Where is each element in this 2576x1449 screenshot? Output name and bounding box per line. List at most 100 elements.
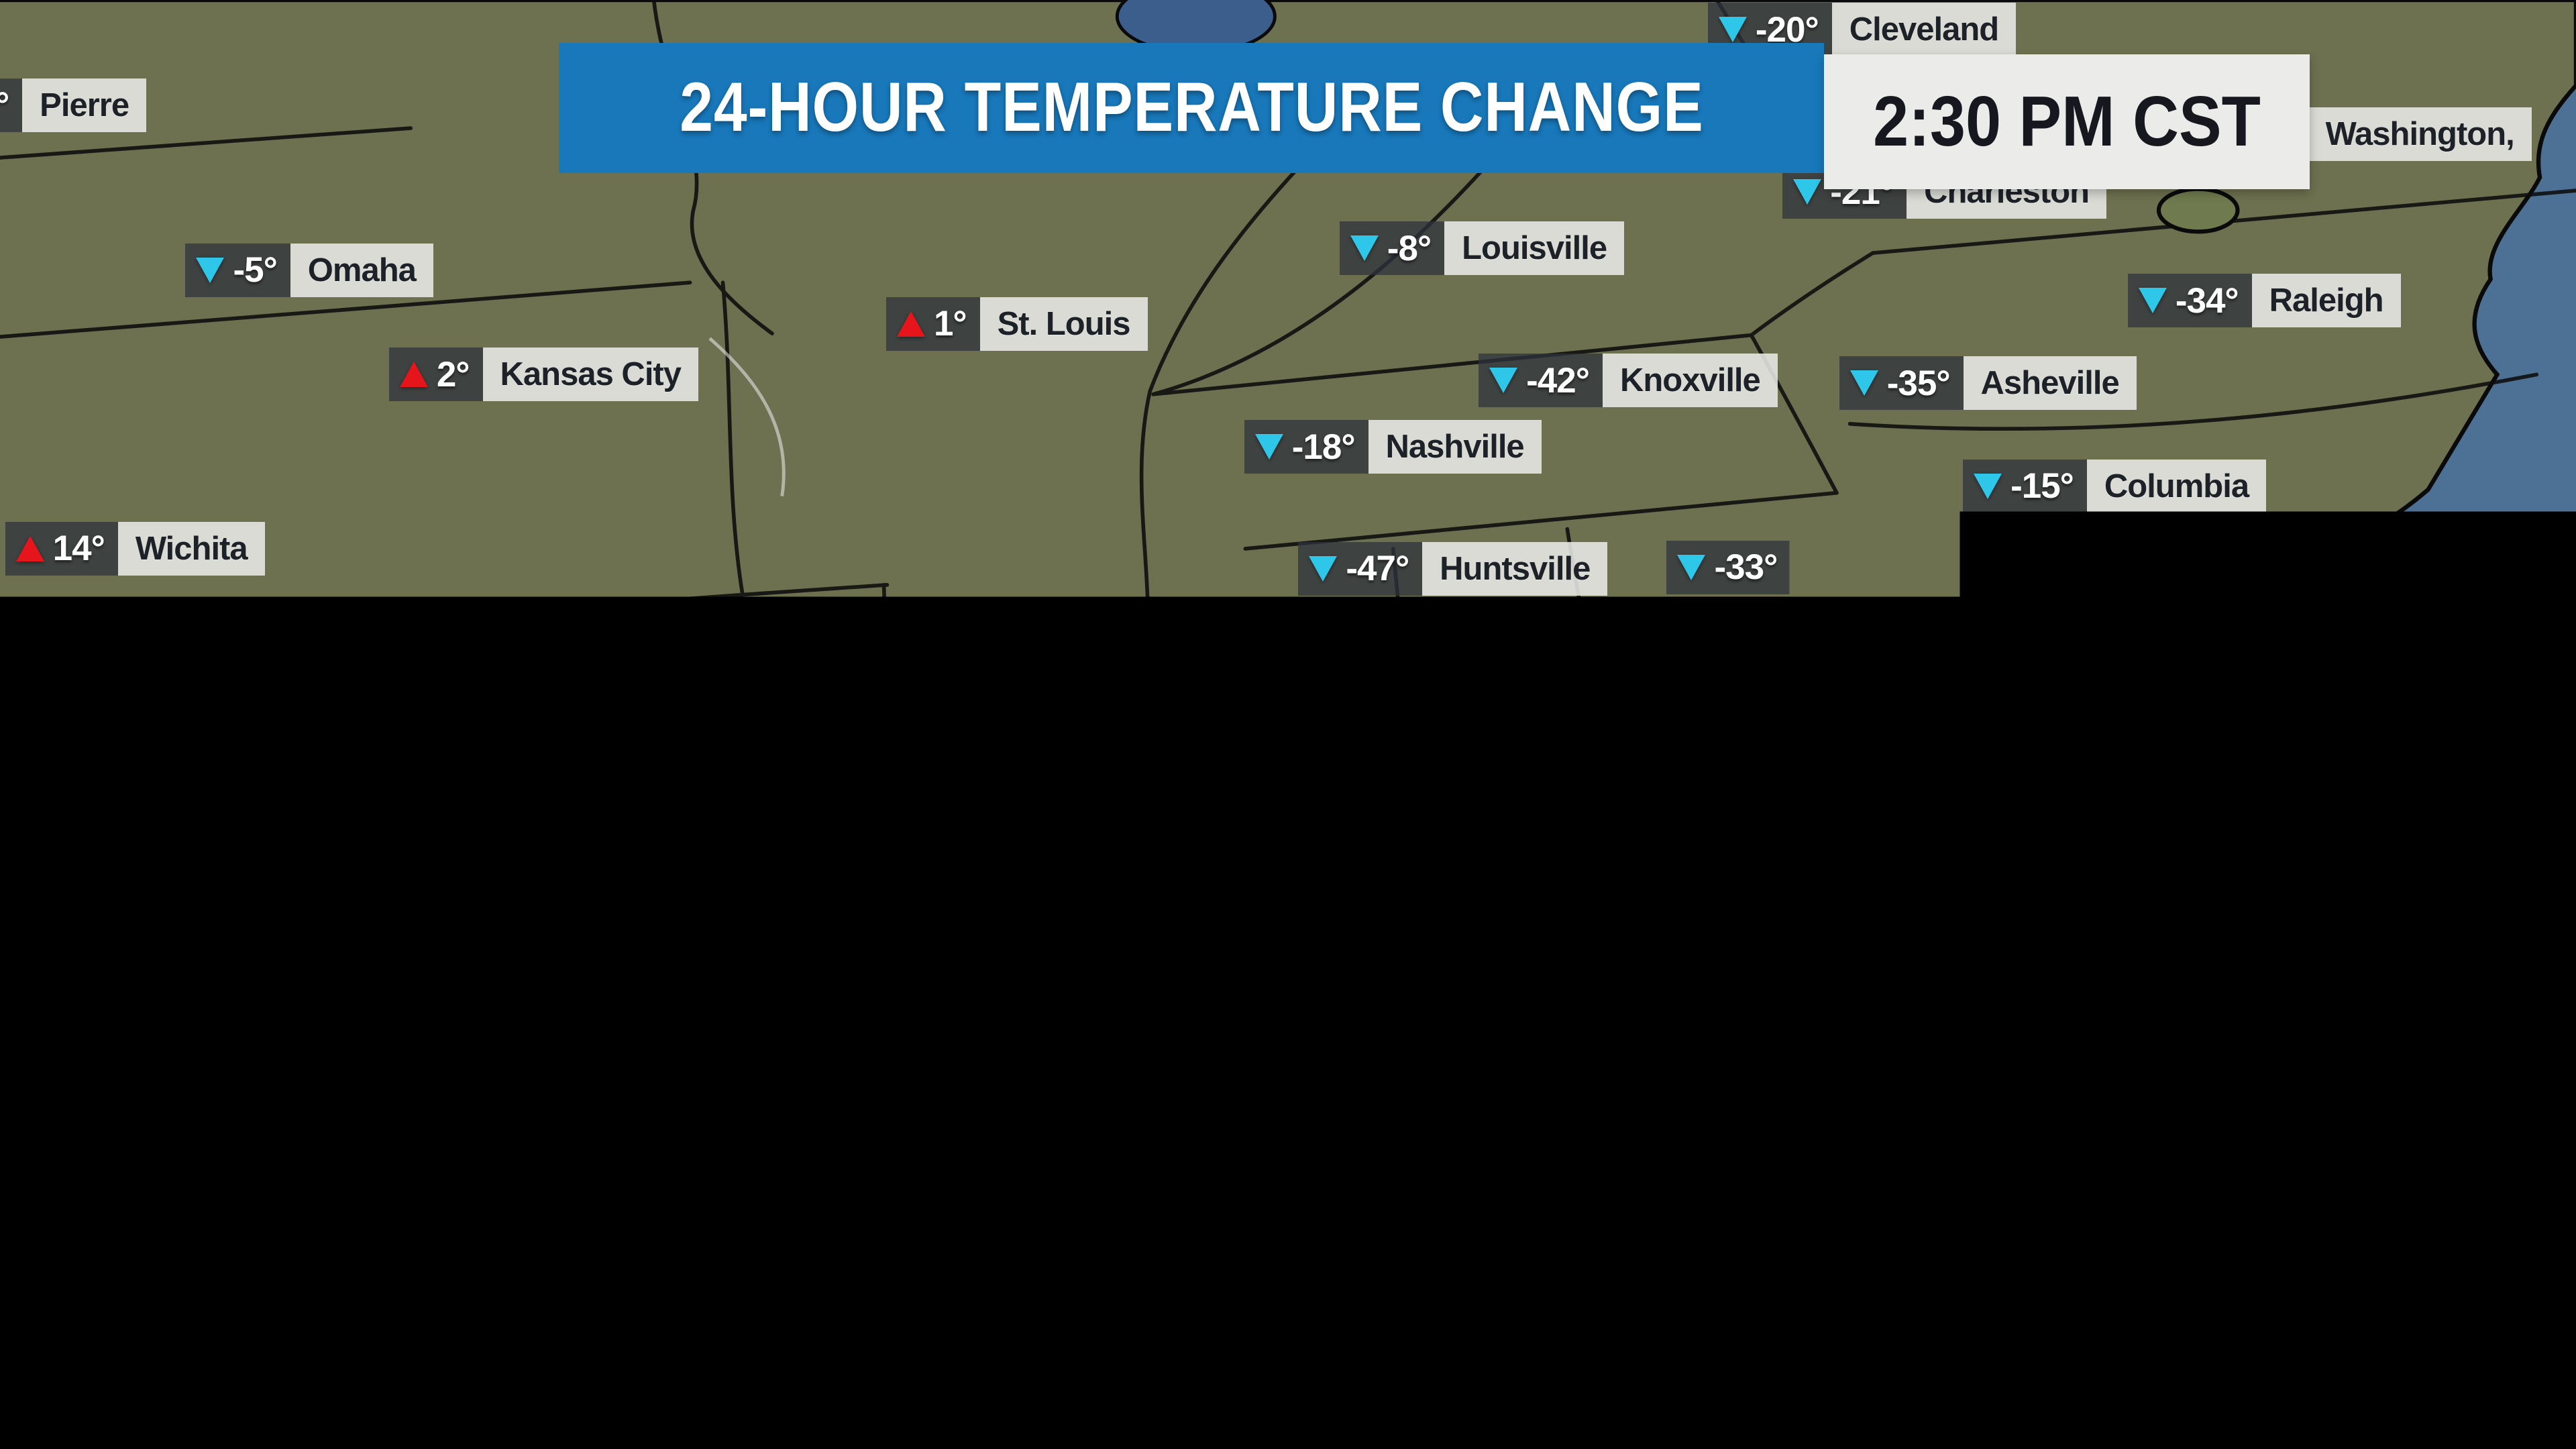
temp-value-chip: -33° [1666, 541, 1790, 594]
temp-value: -47° [1346, 548, 1409, 589]
temp-value-chip: -39° [1520, 724, 1644, 778]
city-label: -35° Asheville [1839, 356, 2137, 410]
title-text: 24-HOUR TEMPERATURE CHANGE [680, 68, 1703, 148]
city-label: -43° Alexandria [773, 987, 1093, 1040]
temp-value-chip: -34° [518, 1191, 642, 1245]
trend-up-icon [16, 536, 44, 561]
time-text: 2:30 PM CST [1873, 81, 2261, 162]
trend-up-icon [109, 720, 137, 745]
temp-value: -43° [820, 993, 883, 1034]
temp-value-chip: 14° [5, 522, 118, 576]
city-name: Washington, [2308, 107, 2532, 161]
city-label: -2° Dallas/Fort Worth [90, 939, 492, 993]
temp-value-chip: -48° [1442, 632, 1566, 686]
temp-value: 14° [53, 528, 105, 569]
city-label: -48° Birmingham [1442, 632, 1786, 686]
temp-value: -5° [233, 250, 276, 290]
temp-value-chip: -42° [1479, 354, 1603, 407]
temp-value: -46° [1155, 641, 1218, 682]
trend-down-icon [1118, 649, 1146, 674]
title-bar: 24-HOUR TEMPERATURE CHANGE [559, 43, 1823, 173]
city-label: 1° Jacksonville [2112, 758, 2428, 812]
temp-value: -8° [1387, 228, 1431, 269]
city-name: Nashville [1368, 420, 1542, 474]
temp-value: -51° [1106, 847, 1169, 888]
city-name: Tupelo [1232, 635, 1368, 688]
city-name: Little Rock [810, 703, 1006, 757]
temp-value: -47° [890, 1063, 953, 1104]
trend-down-icon [784, 1001, 812, 1026]
city-label: -46° Tupelo [1108, 635, 1368, 688]
trend-up-icon [2123, 772, 2151, 798]
city-label: ° Pierre [0, 78, 146, 132]
city-name: Louisville [1444, 221, 1624, 275]
temp-value: -22° [746, 877, 809, 918]
city-name: Orlando [2314, 991, 2471, 1044]
city-label: -33° Atlanta [1666, 541, 1932, 594]
temp-value-chip: -13° [1858, 629, 1982, 682]
city-label: -15° Columbia [1963, 460, 2266, 513]
city-label: -5° Omaha [185, 244, 433, 297]
temp-value: -18° [1292, 427, 1355, 468]
trend-down-icon [1572, 902, 1600, 928]
city-label: -42° Knoxville [1479, 354, 1778, 407]
temp-value-chip: -43° [773, 987, 897, 1040]
city-label: -18° Nashville [1244, 420, 1542, 474]
temp-value-chip: -18° [1244, 420, 1368, 474]
city-name: Kansas City [483, 347, 699, 401]
city-name: Cleveland [1832, 3, 2016, 56]
temp-value: -42° [1526, 360, 1589, 401]
city-label: -12° Tallahassee [1893, 830, 2229, 884]
temp-value-chip: -5° [185, 244, 290, 297]
temp-value-chip: -3° [706, 703, 810, 757]
temp-value: 2° [2268, 998, 2301, 1038]
city-name: St. Louis [980, 297, 1148, 351]
trend-down-icon [1489, 368, 1517, 393]
city-name: Wichita [118, 522, 265, 576]
temp-value: -3° [753, 709, 797, 750]
city-label: -22° Shreveport [698, 871, 1024, 924]
trend-down-icon [1531, 739, 1559, 764]
temp-value-chip: -47° [1298, 542, 1422, 596]
weather-map-screen: ° Pierre -5° Omaha 2° Kansas City 14° Wi… [0, 0, 2576, 1449]
temp-value: 0° [2195, 588, 2228, 629]
trend-down-icon [1719, 17, 1747, 42]
temp-value-chip: -12° [1893, 830, 2017, 884]
city-name: Pierre [22, 78, 146, 132]
city-name: Lafayette [966, 1057, 1139, 1110]
trend-down-icon [1211, 1069, 1239, 1094]
temp-value-chip: -41° [1200, 1055, 1324, 1108]
trend-down-icon [716, 717, 745, 743]
temp-value-chip: -48° [1211, 778, 1335, 832]
temp-value-chip: 1° [2112, 758, 2206, 812]
trend-down-icon [1309, 556, 1337, 582]
city-label: 12° Oklahoma City [98, 706, 467, 759]
temp-value: ° [0, 85, 9, 125]
temp-value-chip: -8° [1340, 221, 1444, 275]
temp-value: -12° [1941, 837, 2004, 877]
temp-value-chip: 2° [2220, 991, 2314, 1044]
temp-value-chip: 2° [389, 347, 483, 401]
trend-down-icon [1904, 845, 1932, 870]
trend-down-icon [1793, 179, 1821, 205]
city-name: Jacksonville [2206, 758, 2428, 812]
trend-down-icon [1255, 434, 1283, 460]
city-label: 14° Wichita [5, 522, 265, 576]
trend-down-icon [2139, 288, 2167, 313]
trend-down-icon [1974, 474, 2002, 499]
city-label: Washington, [2308, 107, 2532, 161]
city-name: Oklahoma City [211, 706, 467, 759]
temp-value: -33° [1714, 547, 1777, 588]
temp-value-chip: -46° [1108, 635, 1232, 688]
city-label: -34° Raleigh [2128, 274, 2401, 327]
temp-value-chip: -51° [1059, 841, 1183, 894]
city-name: Atlanta [1790, 541, 1932, 594]
city-label: -39° Montgomery [1520, 724, 1870, 778]
trend-up-icon [400, 362, 428, 387]
trend-down-icon [101, 953, 129, 979]
temp-value: 12° [146, 712, 197, 753]
temp-value: 1° [2160, 764, 2193, 805]
trend-down-icon [709, 885, 737, 910]
city-label: -34° Houston/Intcntl [518, 1191, 908, 1245]
city-label: -41° New Orleans/Lakefront [1200, 1055, 1703, 1108]
